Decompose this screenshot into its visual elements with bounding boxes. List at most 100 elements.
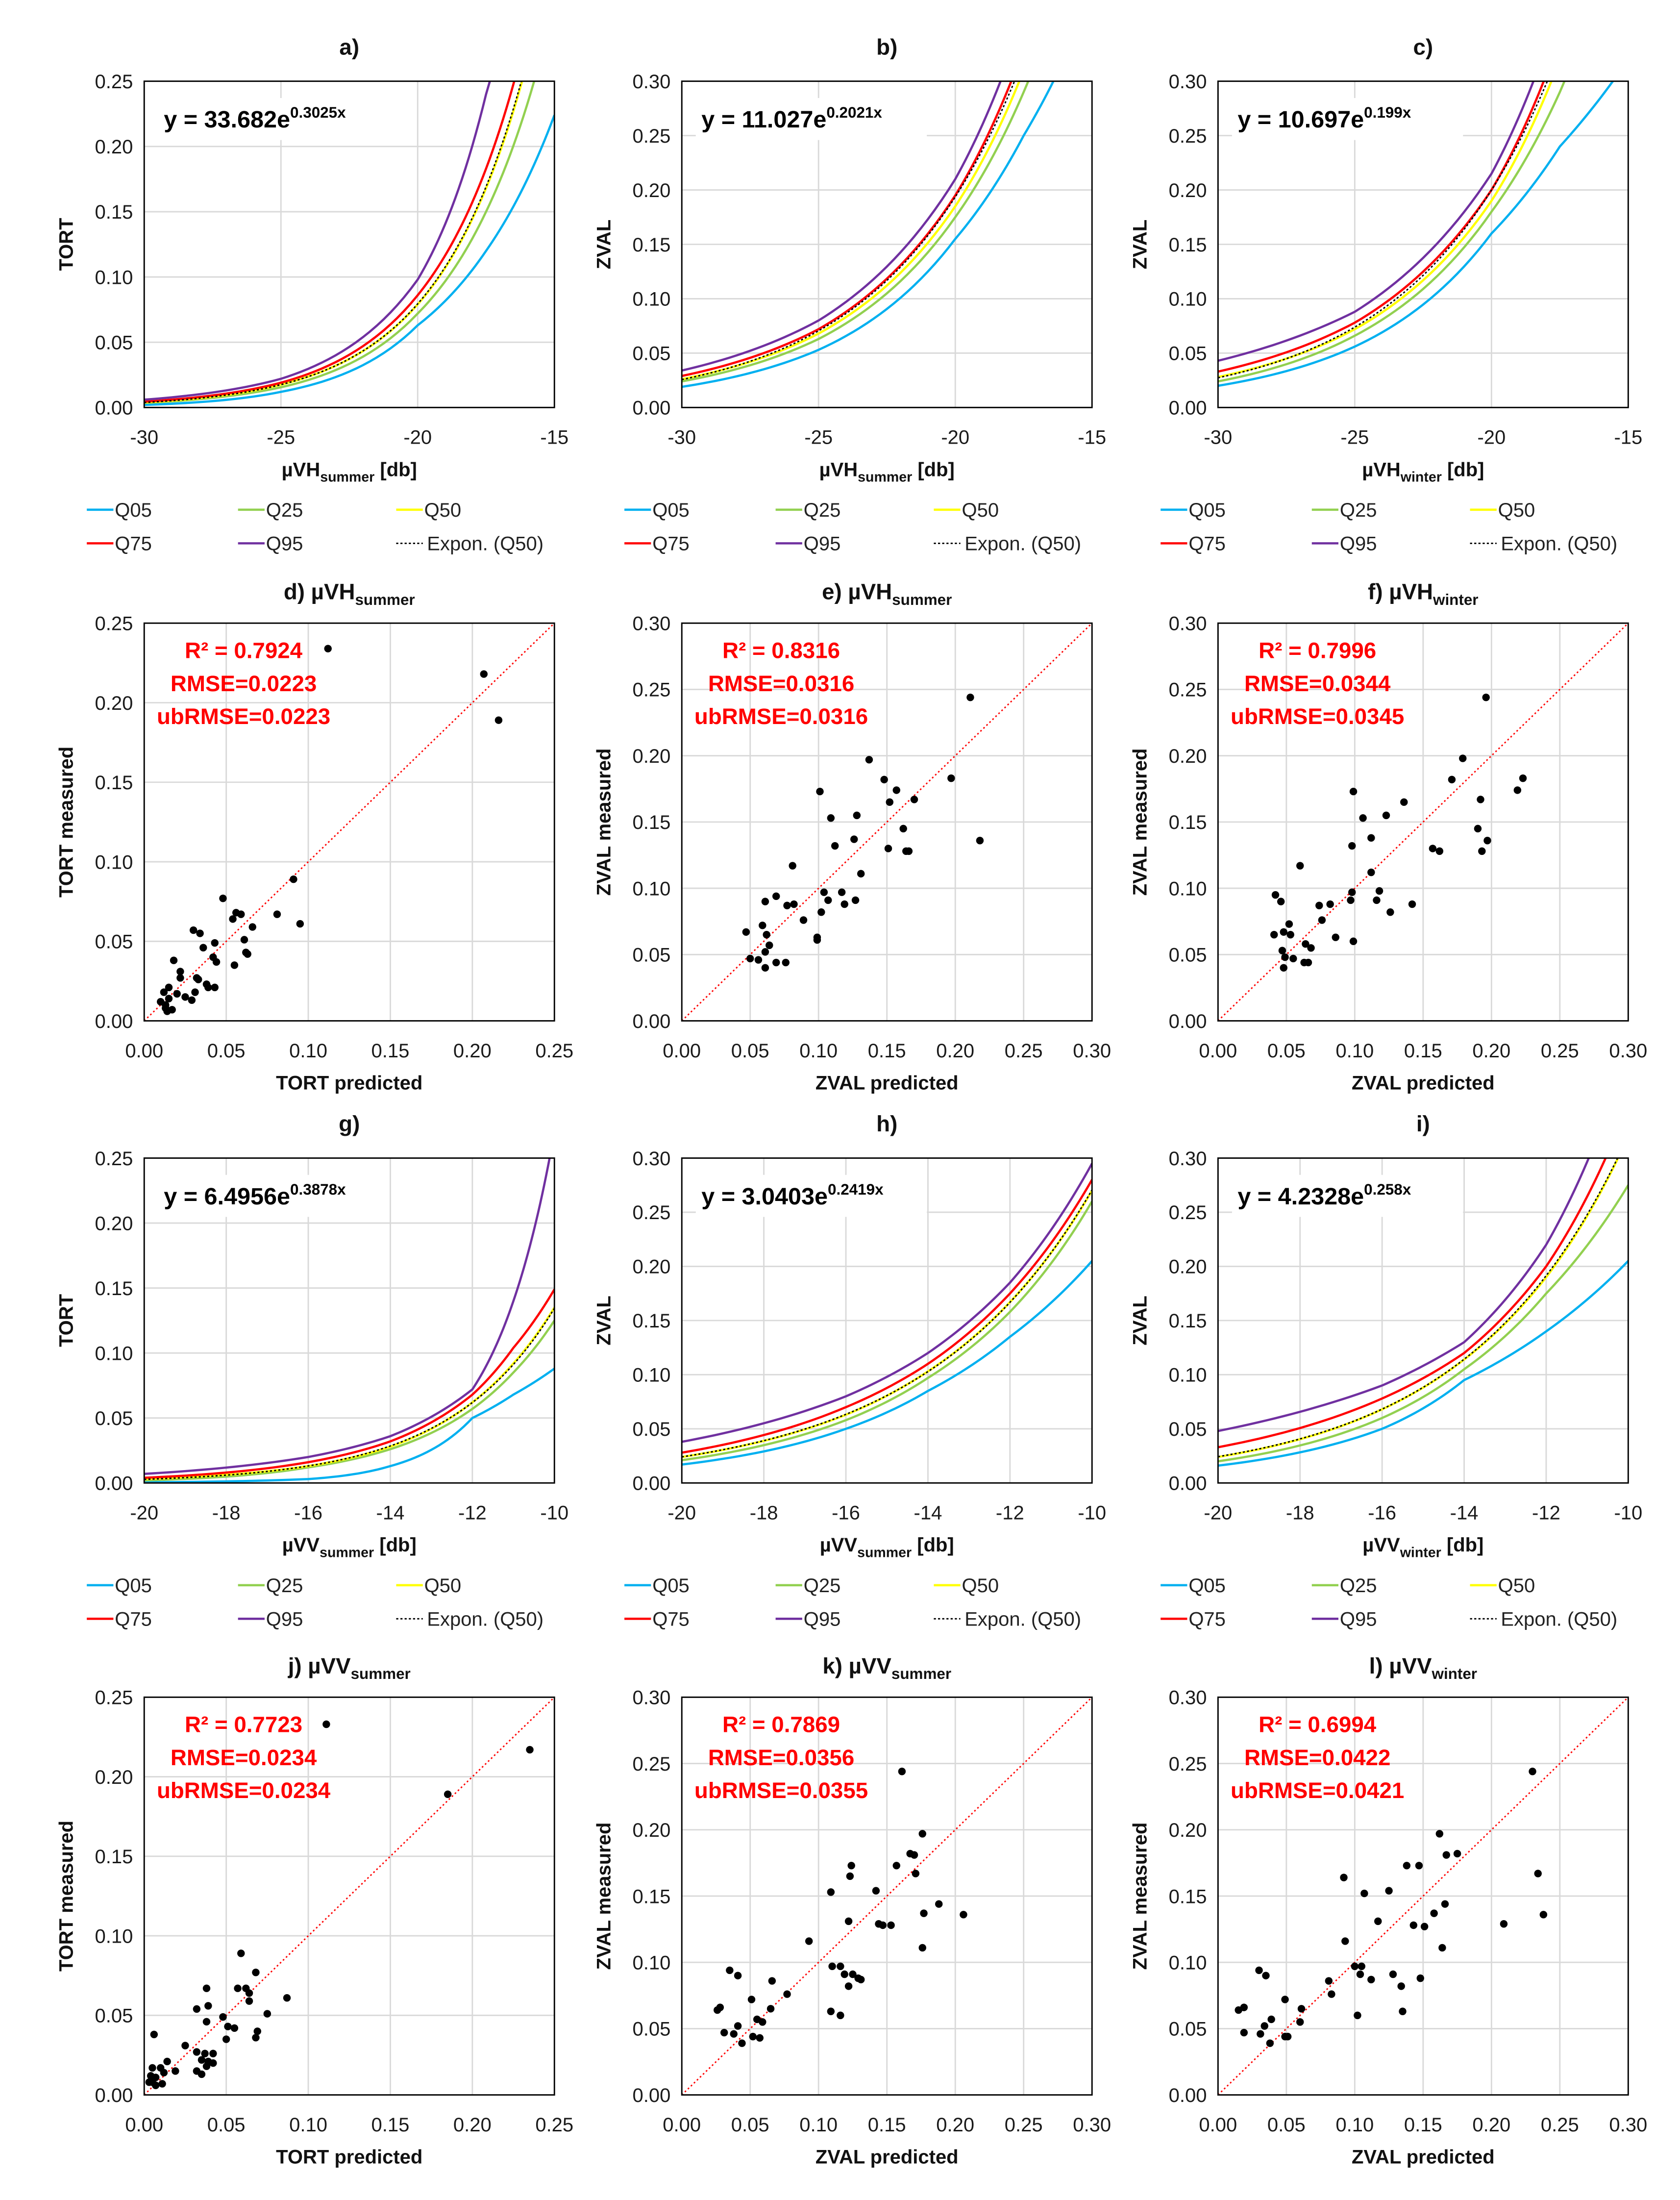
scatter-point bbox=[1435, 847, 1444, 855]
x-tick-label: 0.20 bbox=[453, 2114, 492, 2136]
scatter-point bbox=[851, 896, 860, 904]
panel-f: 0.00 0.05 0.10 0.15 0.20 0.25 0.30 0.00 0.05 0.10… bbox=[1130, 579, 1648, 1094]
scatter-point bbox=[201, 2050, 209, 2057]
scatter-point bbox=[1296, 2018, 1304, 2026]
panel-title: d) µVHsummer bbox=[284, 579, 415, 608]
y-tick-label: 0.10 bbox=[633, 289, 671, 310]
scatter-point bbox=[1255, 1966, 1263, 1975]
x-tick-label: 0.10 bbox=[799, 2114, 838, 2136]
y-tick-label: 0.10 bbox=[95, 1343, 133, 1364]
y-tick-label: 0.20 bbox=[633, 180, 671, 201]
x-tick-label: -20 bbox=[1204, 1502, 1232, 1524]
rmse-label: RMSE=0.0356 bbox=[708, 1745, 854, 1770]
scatter-point bbox=[766, 941, 773, 950]
legend-item-q95: Q95 bbox=[1311, 533, 1377, 555]
y-tick-label: 0.00 bbox=[95, 398, 133, 419]
scatter-point bbox=[1483, 837, 1491, 845]
legend-item-expon-q50: Expon. (Q50) bbox=[1470, 1609, 1617, 1630]
scatter-point bbox=[1403, 1862, 1411, 1870]
scatter-point bbox=[857, 1975, 865, 1984]
plot-content bbox=[144, 623, 555, 1021]
scatter-point bbox=[160, 988, 168, 996]
x-tick-label: 0.00 bbox=[663, 2114, 701, 2136]
scatter-point bbox=[910, 1851, 918, 1859]
panel-title: e) µVHsummer bbox=[822, 579, 952, 608]
series-line-q75 bbox=[682, 81, 1013, 377]
series-line-q05 bbox=[682, 1260, 1092, 1466]
x-tick-label: 0.05 bbox=[1267, 2114, 1306, 2136]
y-tick-label: 0.20 bbox=[633, 1256, 671, 1278]
scatter-point bbox=[759, 2018, 766, 2026]
scatter-point bbox=[1348, 842, 1356, 850]
y-tick-label: 0.25 bbox=[633, 679, 671, 701]
scatter-point bbox=[1359, 814, 1367, 822]
y-tick-label: 0.00 bbox=[633, 1011, 671, 1032]
equation-background bbox=[158, 98, 390, 140]
x-tick-label: -20 bbox=[130, 1502, 158, 1524]
series-line-q75 bbox=[144, 81, 516, 403]
plot-content bbox=[1218, 1158, 1629, 1467]
scatter-point bbox=[892, 1862, 900, 1870]
panel-title-main: h) bbox=[876, 1111, 897, 1136]
scatter-point bbox=[193, 2005, 201, 2013]
y-axis-label: TORT bbox=[56, 218, 77, 271]
x-tick-label: 0.30 bbox=[1609, 2114, 1647, 2136]
panel-title-main: d) µVH bbox=[284, 579, 355, 604]
scatter-point bbox=[947, 774, 955, 782]
scatter-point bbox=[813, 936, 821, 944]
y-axis-label: ZVAL bbox=[593, 1296, 615, 1345]
scatter-point bbox=[195, 975, 202, 983]
scatter-point bbox=[211, 983, 219, 992]
series-line-q95 bbox=[144, 81, 491, 401]
legend-label: Q75 bbox=[1188, 1609, 1226, 1630]
scatter-point bbox=[1280, 964, 1287, 972]
scatter-point bbox=[1240, 2028, 1248, 2037]
scatter-point bbox=[783, 1990, 791, 1998]
y-tick-label: 0.00 bbox=[633, 1473, 671, 1495]
scatter-point bbox=[212, 958, 221, 966]
scatter-point bbox=[1349, 787, 1358, 796]
plot-content bbox=[682, 1697, 1092, 2095]
y-tick-label: 0.05 bbox=[1169, 343, 1207, 365]
scatter-point bbox=[219, 894, 227, 902]
legend-item-q95: Q95 bbox=[775, 1609, 840, 1630]
legend-item-q75: Q75 bbox=[624, 1609, 690, 1630]
y-axis-label: ZVAL bbox=[593, 220, 615, 269]
legend-label: Q50 bbox=[1498, 500, 1535, 521]
series-line-q05 bbox=[682, 81, 1055, 388]
x-tick-label: 0.15 bbox=[868, 2114, 906, 2136]
legend-label: Q95 bbox=[1340, 533, 1377, 555]
scatter-point bbox=[204, 983, 212, 992]
x-tick-label: -18 bbox=[1286, 1502, 1314, 1524]
scatter-point bbox=[1435, 1830, 1444, 1838]
plot-border bbox=[143, 1696, 555, 2096]
scatter-point bbox=[1441, 1900, 1449, 1908]
scatter-point bbox=[918, 1944, 926, 1952]
scatter-point bbox=[165, 995, 173, 1002]
panel-title-subscript: winter bbox=[1432, 1665, 1477, 1682]
legend-label: Q50 bbox=[962, 1575, 999, 1597]
legend-label: Q50 bbox=[424, 1575, 462, 1597]
legend-item-q25: Q25 bbox=[238, 1575, 303, 1597]
scatter-point bbox=[245, 1997, 253, 2005]
equation-background bbox=[1232, 98, 1463, 140]
scatter-point bbox=[734, 2022, 742, 2030]
legend-item-q75: Q75 bbox=[87, 1609, 152, 1630]
x-tick-label: -20 bbox=[403, 427, 432, 449]
series-line-q25 bbox=[1218, 1184, 1629, 1463]
legend-label: Q25 bbox=[266, 1575, 303, 1597]
scatter-point bbox=[734, 1972, 742, 1979]
panel-title-subscript: summer bbox=[355, 591, 415, 608]
scatter-point bbox=[253, 2027, 261, 2035]
series-line-q95 bbox=[682, 81, 1002, 372]
scatter-point bbox=[884, 845, 892, 852]
legend-item-q25: Q25 bbox=[775, 1575, 840, 1597]
legend-label: Expon. (Q50) bbox=[964, 1609, 1081, 1630]
series-line-q05 bbox=[144, 115, 555, 406]
scatter-point bbox=[1408, 900, 1416, 908]
scatter-point bbox=[783, 901, 791, 909]
y-tick-label: 0.05 bbox=[95, 2005, 133, 2027]
scatter-point bbox=[240, 936, 248, 944]
scatter-point bbox=[193, 2048, 201, 2056]
y-tick-label: 0.15 bbox=[95, 772, 133, 794]
